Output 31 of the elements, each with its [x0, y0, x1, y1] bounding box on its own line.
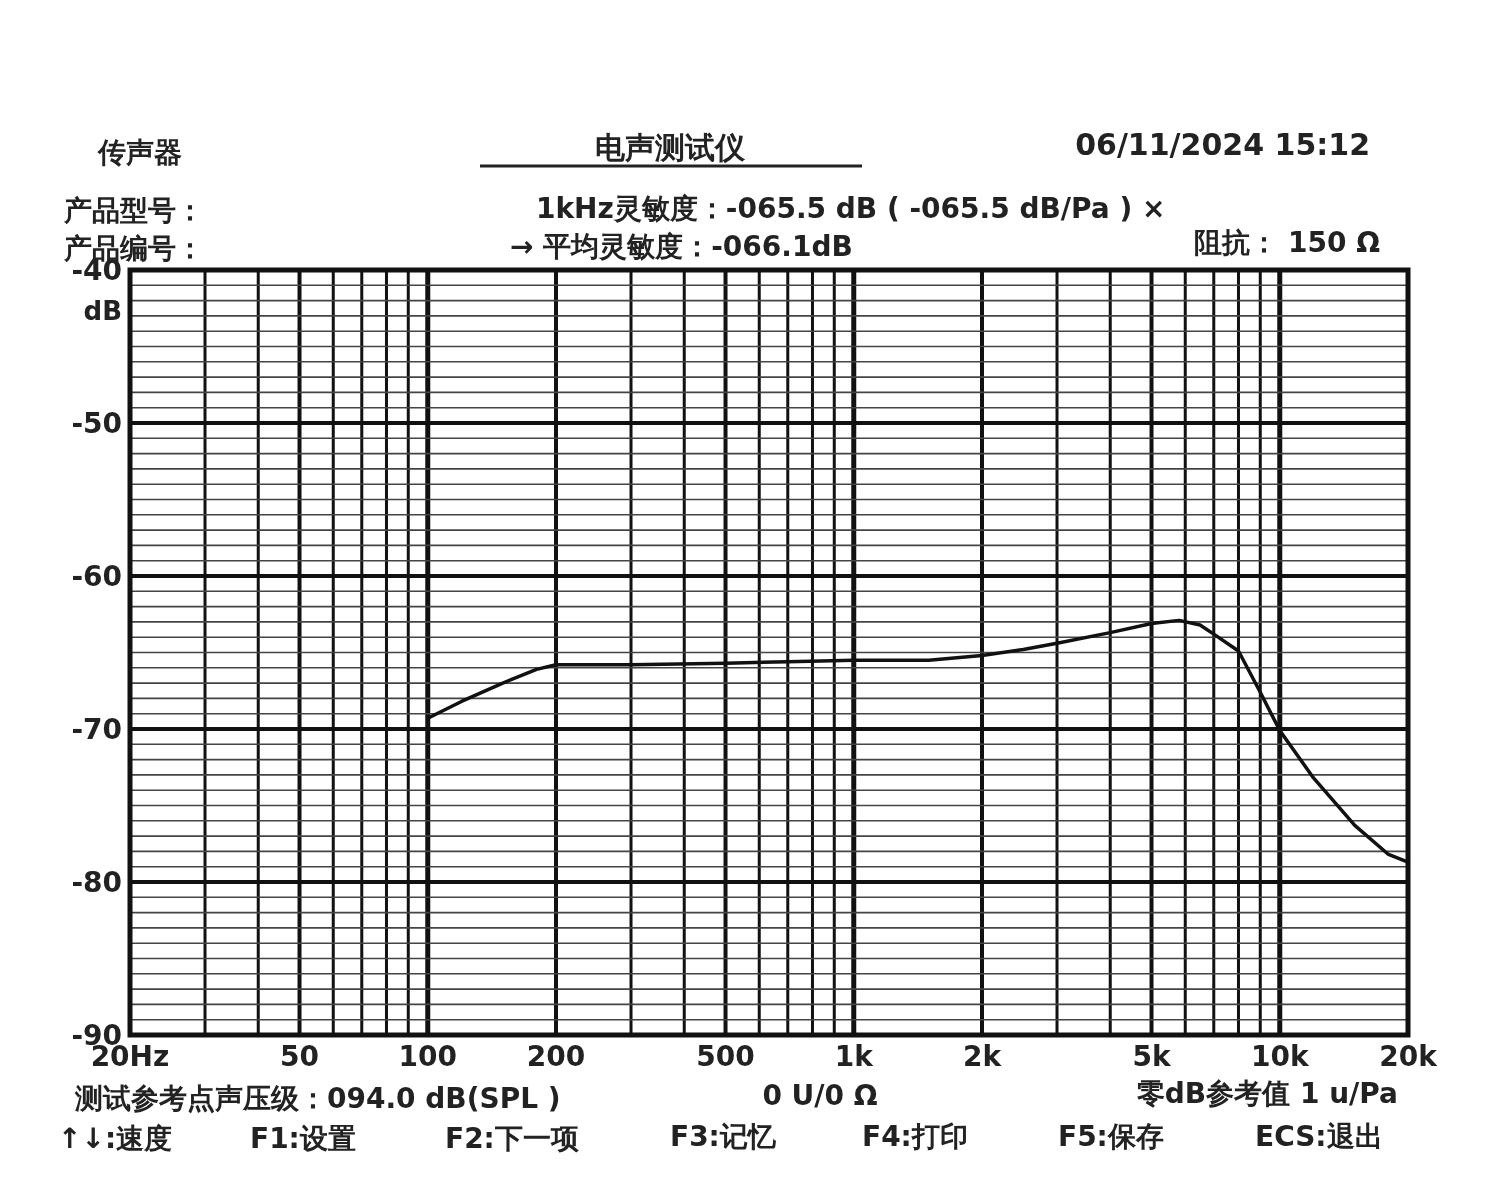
text: 06/11/2024 15:12	[1075, 127, 1370, 162]
text: → 平均灵敏度：-066.1dB	[510, 230, 853, 263]
text: ↑↓:速度	[58, 1122, 173, 1155]
text: 传声器	[97, 136, 182, 169]
text: 零dB参考值 1 u/Pa	[1136, 1077, 1398, 1110]
x-tick-label: 10k	[1250, 1040, 1310, 1073]
x-tick-label: 100	[398, 1040, 457, 1073]
text: F2:下一项	[445, 1122, 579, 1155]
x-tick-label: 200	[526, 1040, 586, 1073]
text: F4:打印	[862, 1120, 968, 1153]
x-tick-label: 5k	[1132, 1040, 1172, 1073]
x-tick-label: 500	[696, 1040, 755, 1073]
x-tick-label: 2k	[962, 1040, 1003, 1073]
text: 产品型号：	[63, 194, 204, 227]
text: 测试参考点声压级：094.0 dB(SPL )	[74, 1082, 561, 1115]
text: 阻抗： 150 Ω	[1194, 226, 1381, 259]
y-axis-title: dB	[83, 296, 122, 326]
text: F5:保存	[1058, 1120, 1164, 1153]
text: 1kHz灵敏度：-065.5 dB ( -065.5 dB/Pa ) ×	[536, 192, 1166, 225]
y-tick-label: -50	[71, 407, 122, 440]
text: F1:设置	[250, 1122, 356, 1155]
x-tick-label: 20k	[1379, 1040, 1439, 1073]
text: 0 U/0 Ω	[762, 1079, 878, 1112]
y-tick-label: -60	[71, 560, 122, 593]
x-tick-label: 50	[280, 1040, 320, 1073]
x-tick-label: 1k	[834, 1040, 875, 1073]
text: ECS:退出	[1255, 1120, 1383, 1153]
y-tick-label: -70	[71, 713, 122, 746]
y-tick-label: -80	[71, 866, 122, 899]
text: F3:记忆	[670, 1120, 776, 1153]
chart-title: 电声测试仪	[595, 130, 746, 165]
